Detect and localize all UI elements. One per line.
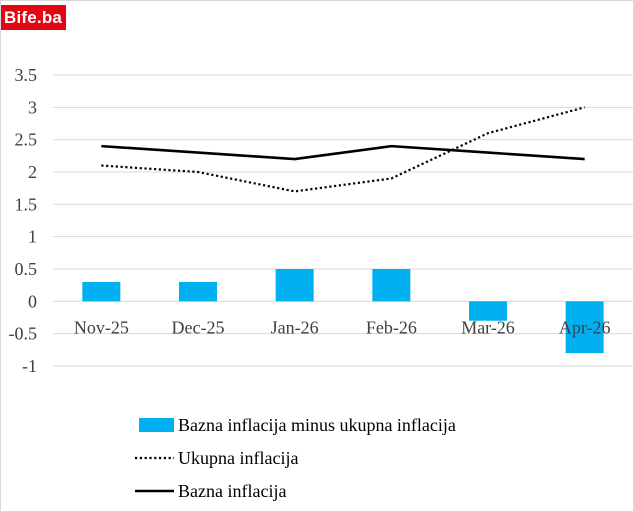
legend-swatch-bar: [139, 418, 174, 432]
x-tick-label: Nov-25: [74, 317, 129, 337]
brand-logo: Bife.ba: [1, 5, 67, 30]
legend-label: Ukupna inflacija: [178, 448, 298, 468]
y-tick-label: -0.5: [9, 324, 38, 344]
y-tick-label: 0.5: [15, 259, 38, 279]
legend-label: Bazna inflacija: [178, 481, 286, 501]
y-tick-label: 3: [28, 97, 37, 117]
y-tick-label: -1: [22, 356, 37, 376]
x-tick-label: Jan-26: [271, 317, 319, 337]
y-tick-label: 3.5: [15, 65, 38, 85]
x-tick-label: Dec-25: [172, 317, 225, 337]
legend-label: Bazna inflacija minus ukupna inflacija: [178, 415, 456, 435]
x-tick-label: Mar-26: [461, 317, 515, 337]
x-tick-label: Apr-26: [559, 317, 611, 337]
y-tick-label: 1: [28, 227, 37, 247]
y-tick-label: 0: [28, 291, 37, 311]
bar: [179, 281, 217, 302]
bar: [372, 269, 411, 302]
y-tick-label: 2: [28, 162, 37, 182]
ukupna-inflacija-line: [101, 106, 585, 193]
y-tick-label: 1.5: [15, 194, 38, 214]
bar: [82, 281, 121, 302]
bar: [275, 269, 314, 302]
bazna-inflacija-line: [101, 144, 585, 161]
bar: [565, 301, 604, 354]
y-tick-label: 2.5: [15, 130, 38, 150]
bar: [469, 301, 507, 321]
x-tick-label: Feb-26: [366, 317, 417, 337]
